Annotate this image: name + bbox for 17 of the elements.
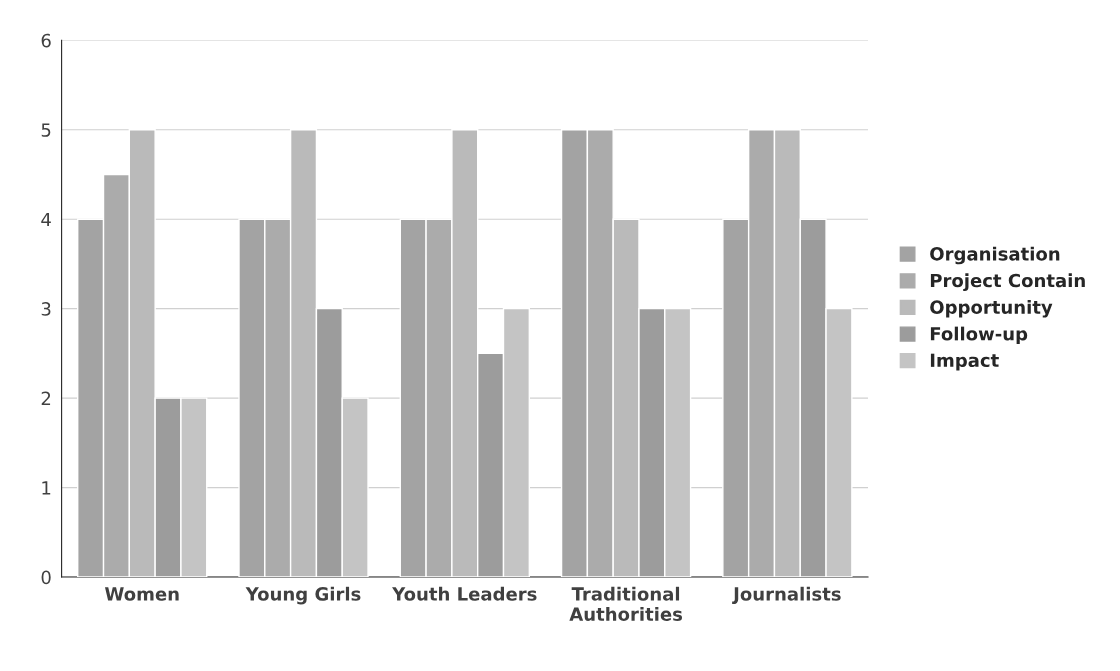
x-tick-label: Traditional Authorities: [569, 586, 683, 621]
x-tick-label: Journalists: [732, 586, 841, 605]
y-tick-label: 0: [41, 570, 51, 585]
legend-label: Opportunity: [930, 299, 1053, 318]
legend-label: Organisation: [930, 246, 1060, 265]
y-tick-label: 3: [41, 302, 51, 316]
x-tick-label: Youth Leaders: [392, 586, 537, 601]
legend-label: Impact: [930, 353, 999, 371]
legend-label: Follow-up: [930, 326, 1028, 345]
y-tick-label: 1: [42, 481, 51, 495]
y-tick-label: 2: [41, 391, 51, 405]
legend-label: Project Contain: [930, 273, 1085, 291]
y-tick-label: 4: [41, 212, 51, 227]
y-tick-label: 6: [41, 33, 51, 48]
x-tick-label: Young Girls: [245, 586, 361, 605]
x-tick-label: Women: [104, 587, 179, 601]
y-tick-label: 5: [41, 123, 51, 137]
